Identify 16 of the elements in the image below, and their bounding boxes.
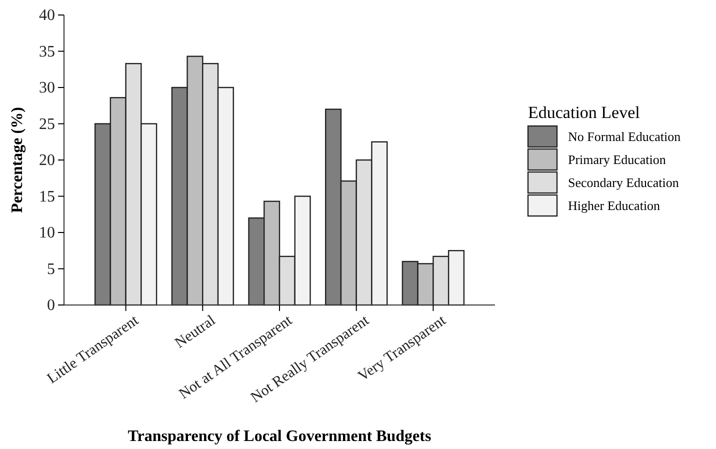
x-axis-title: Transparency of Local Government Budgets <box>128 428 432 445</box>
y-tick-label: 20 <box>39 152 55 170</box>
y-tick-label: 0 <box>47 297 55 314</box>
y-tick-label: 40 <box>39 7 55 24</box>
y-tick-label: 25 <box>39 116 55 133</box>
legend-title: Education Level <box>528 103 640 122</box>
y-tick-label: 15 <box>39 188 55 206</box>
legend-label: Secondary Education <box>568 175 680 190</box>
y-tick-label: 10 <box>39 224 55 242</box>
legend-label: Higher Education <box>568 198 661 213</box>
y-tick-label: 30 <box>39 80 55 97</box>
legend-label: Primary Education <box>568 152 666 167</box>
legend-label: No Formal Education <box>568 129 682 144</box>
y-tick-label: 5 <box>47 260 55 278</box>
y-axis-title: Percentage (%) <box>9 107 26 213</box>
y-tick-label: 35 <box>39 43 55 60</box>
